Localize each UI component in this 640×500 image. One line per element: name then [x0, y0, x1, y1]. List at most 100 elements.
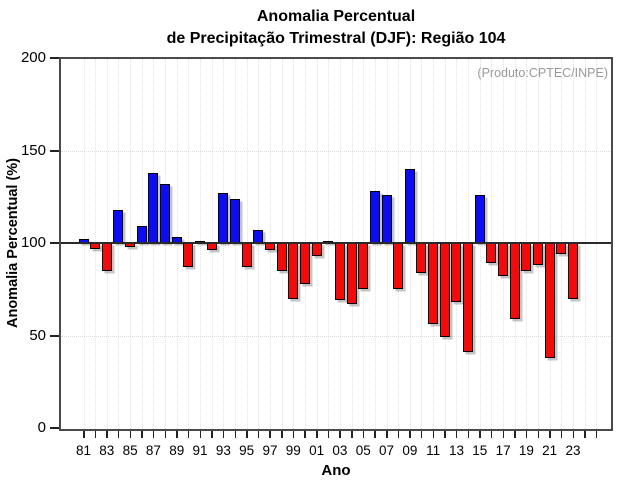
gridline-vertical	[479, 59, 481, 429]
bar	[183, 243, 194, 268]
product-annotation: (Produto:CPTEC/INPE)	[477, 66, 608, 80]
x-axis-tick-label: 89	[169, 443, 185, 458]
x-axis-tick	[351, 431, 353, 438]
bar	[206, 243, 217, 251]
bar	[556, 243, 567, 255]
x-axis-tick	[502, 431, 505, 438]
gridline-vertical	[409, 59, 411, 429]
x-axis-tick	[537, 431, 540, 438]
x-axis-tick-label: 95	[239, 443, 255, 458]
x-axis-tick	[176, 431, 178, 438]
x-axis-tick-label: 03	[332, 443, 348, 458]
gridline-vertical	[584, 59, 586, 429]
x-axis-tick	[374, 431, 376, 438]
bar	[264, 243, 275, 251]
x-axis-tick	[129, 431, 132, 438]
x-axis-tick	[83, 431, 85, 438]
bar	[334, 243, 345, 301]
x-axis-tick	[164, 431, 167, 438]
x-axis-tick-label: 97	[262, 443, 278, 458]
gridline-vertical	[374, 59, 376, 429]
x-axis-tick-label: 01	[309, 443, 325, 458]
y-axis-tick-label: 0	[37, 419, 46, 436]
x-axis-tick	[397, 431, 400, 438]
x-axis-tick	[141, 431, 143, 438]
y-axis-tick-label: 200	[20, 49, 46, 66]
x-axis-tick	[292, 431, 295, 438]
x-axis-tick	[409, 431, 411, 438]
bar	[498, 243, 509, 277]
gridline-horizontal	[61, 335, 611, 337]
x-axis-tick	[490, 431, 493, 438]
x-axis-tick	[234, 431, 236, 438]
baseline-100	[61, 242, 611, 244]
bar	[393, 243, 404, 290]
bar	[404, 169, 415, 243]
gridline-vertical	[386, 59, 388, 429]
x-axis-tick	[281, 431, 283, 438]
x-axis-tick-label: 83	[99, 443, 115, 458]
x-axis-tick-label: 93	[215, 443, 231, 458]
chart-title-line1: Anomalia Percentual	[256, 8, 416, 25]
bar	[451, 243, 462, 303]
bar	[113, 209, 124, 243]
x-axis-tick-label: 81	[75, 443, 92, 458]
x-axis-tick-label: 87	[145, 443, 161, 458]
bar	[416, 243, 427, 273]
x-axis-tick-label: 21	[542, 443, 558, 458]
gridline-vertical	[176, 59, 178, 429]
x-axis-tick	[514, 431, 516, 438]
y-axis-tick	[50, 57, 59, 59]
x-axis-tick-label: 11	[426, 443, 441, 458]
gridline-vertical	[596, 59, 598, 429]
x-axis-tick-label: 23	[565, 443, 581, 458]
gridline-vertical	[200, 59, 202, 429]
x-axis-tick	[222, 431, 225, 438]
plot-area	[59, 57, 613, 431]
x-axis-tick-label: 17	[495, 443, 511, 458]
bar	[346, 243, 357, 305]
bar	[299, 243, 310, 284]
gridline-vertical	[328, 59, 330, 429]
bar	[544, 243, 555, 358]
gridline-vertical	[141, 59, 143, 429]
bar	[311, 243, 322, 256]
bar	[288, 243, 299, 299]
x-axis-tick-label: 19	[518, 443, 534, 458]
y-axis-tick-label: 150	[20, 141, 46, 159]
bar	[230, 198, 240, 243]
x-axis-title: Ano	[321, 462, 351, 479]
x-axis-tick-label: 13	[448, 443, 464, 458]
x-axis-tick-label: 15	[472, 443, 488, 458]
bar	[136, 226, 147, 243]
x-axis-tick	[525, 431, 528, 438]
x-axis-tick	[560, 431, 563, 438]
gridline-vertical	[235, 59, 236, 429]
x-axis-tick	[257, 431, 260, 438]
x-axis-tick	[211, 431, 213, 438]
bar	[439, 243, 450, 338]
gridline-vertical	[223, 59, 225, 429]
x-axis-tick-label: 85	[122, 443, 138, 458]
x-axis-tick	[199, 431, 202, 438]
bar	[463, 243, 474, 353]
bar	[241, 243, 252, 268]
bar	[369, 191, 380, 243]
bar	[148, 172, 159, 243]
x-axis-tick	[339, 431, 341, 438]
bar	[218, 193, 229, 243]
x-axis-tick-label: 99	[285, 443, 301, 458]
x-axis-tick	[420, 431, 423, 438]
y-axis-tick	[50, 427, 59, 429]
x-axis-tick	[444, 431, 446, 438]
x-axis-tick	[584, 431, 586, 438]
x-axis-tick	[106, 431, 108, 438]
x-axis-tick-label: 09	[402, 443, 418, 458]
x-axis-tick	[467, 431, 470, 438]
bar	[486, 243, 497, 264]
x-axis-tick	[386, 431, 388, 438]
bar	[568, 243, 578, 299]
bar	[428, 243, 439, 325]
gridline-vertical	[83, 59, 85, 429]
